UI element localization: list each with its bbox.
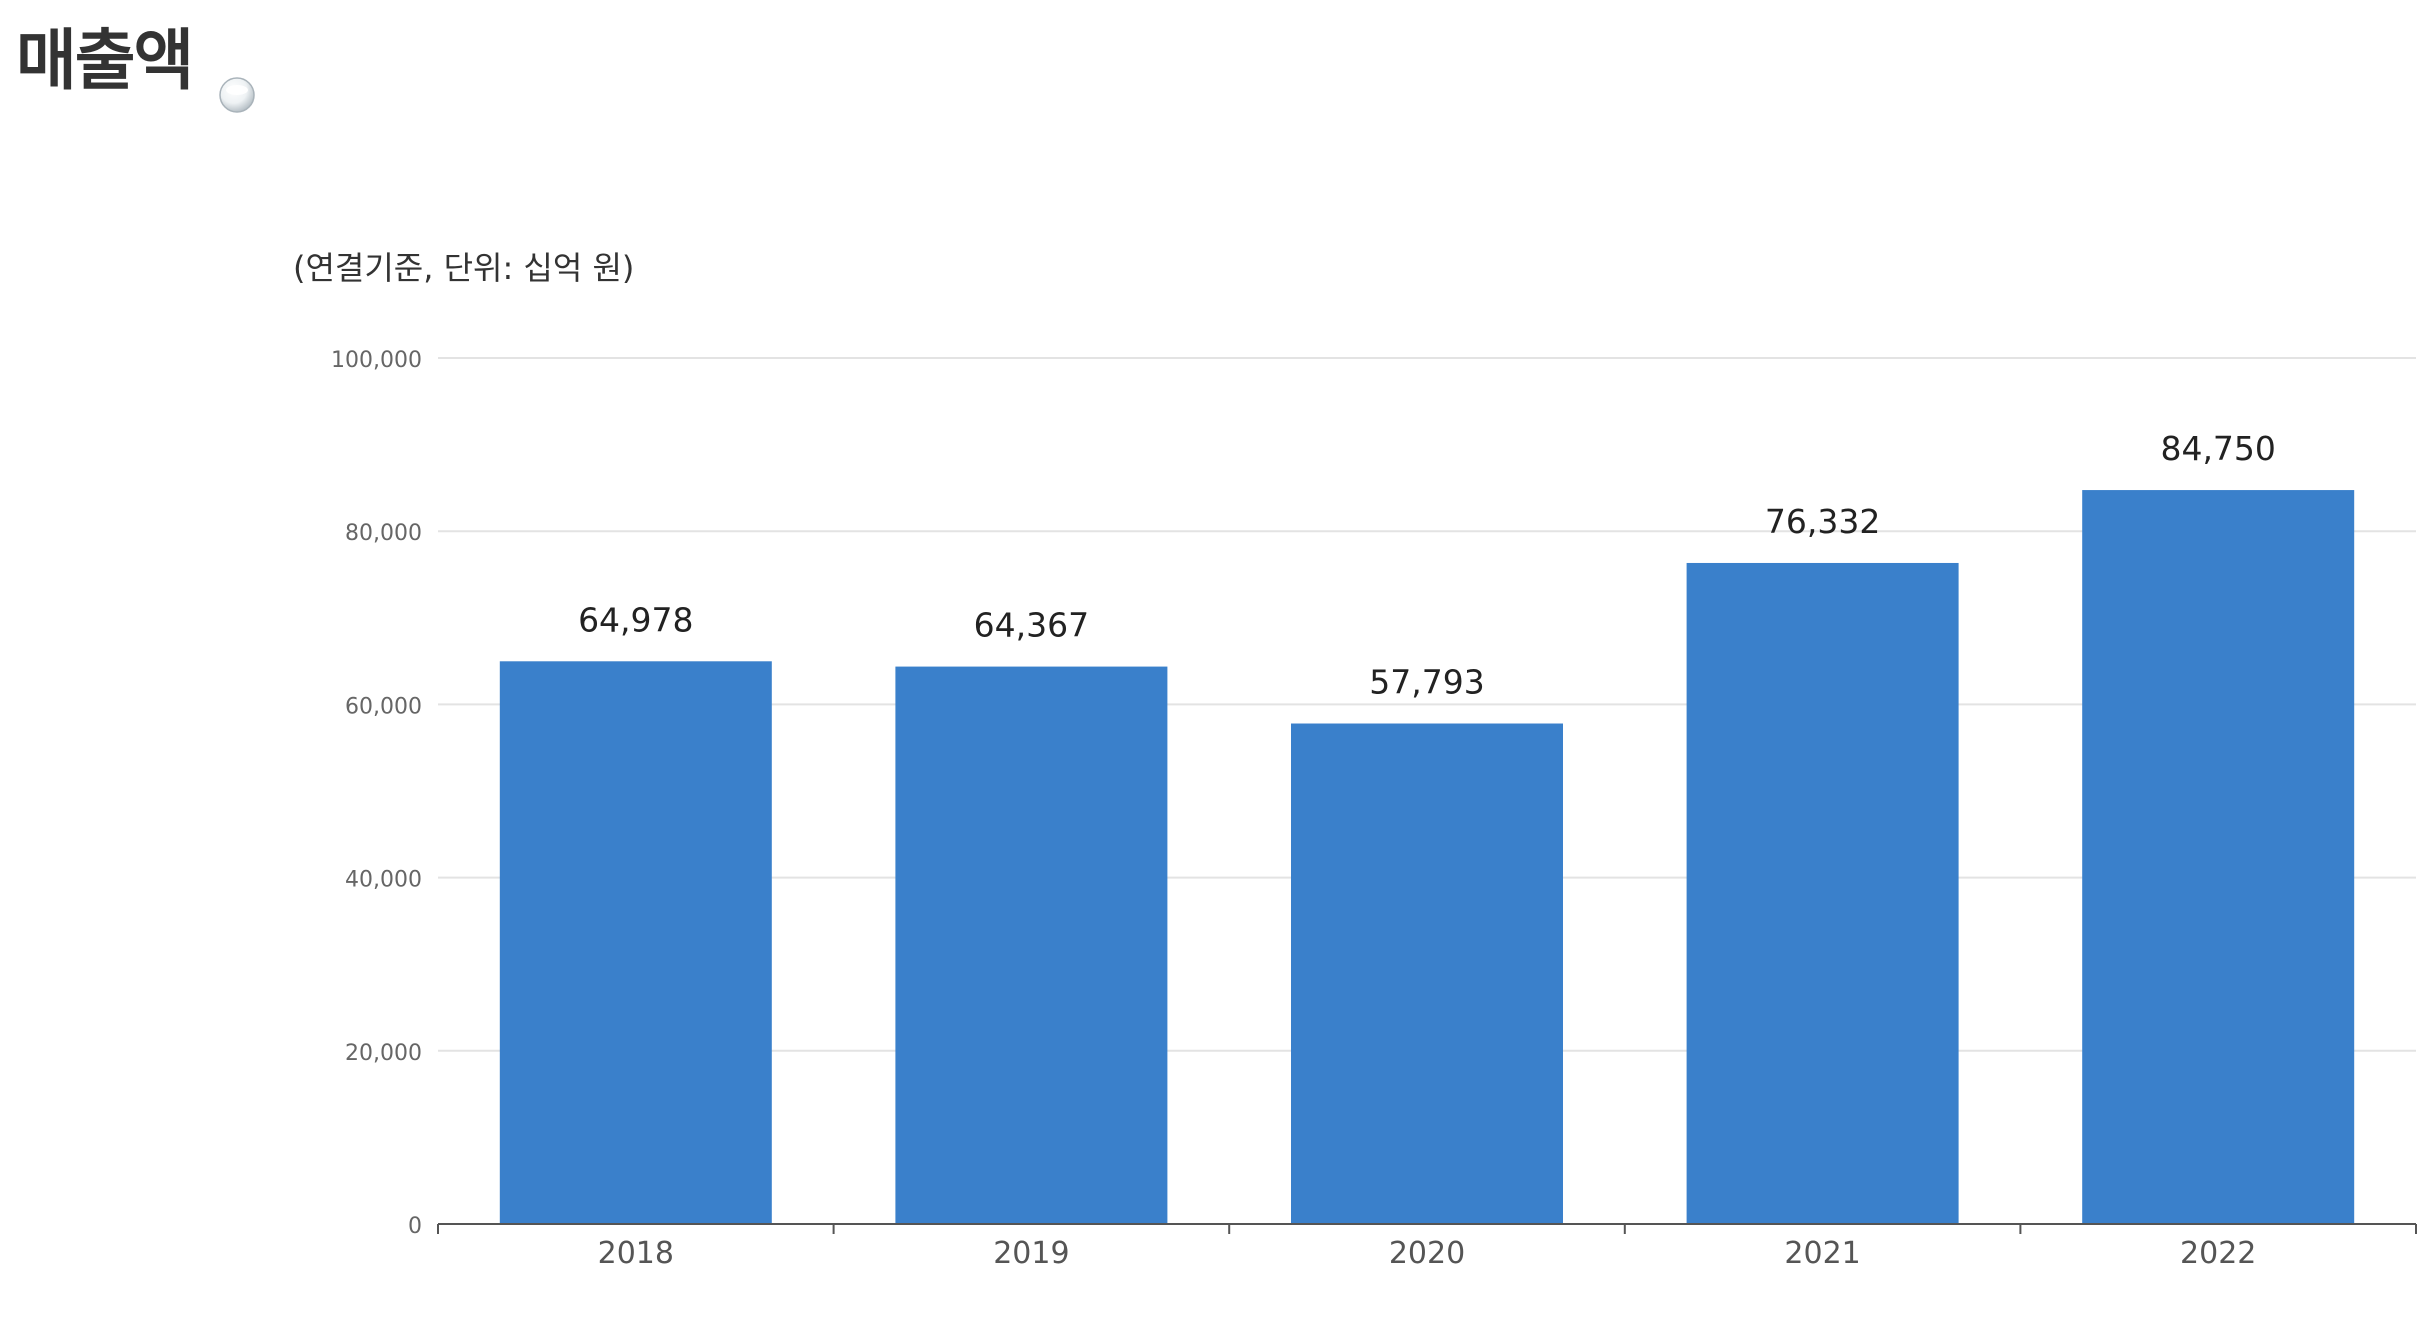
y-tick-label: 100,000	[331, 348, 422, 373]
bar-value-label: 76,332	[1765, 502, 1880, 541]
y-tick-label: 20,000	[345, 1041, 422, 1066]
y-tick-label: 40,000	[345, 868, 422, 893]
y-tick-label: 0	[408, 1214, 422, 1239]
bar-value-label: 64,978	[578, 600, 693, 639]
x-tick-label: 2021	[1784, 1236, 1860, 1271]
value-labels: 64,978 64,367 57,793 76,332 84,750	[578, 429, 2276, 701]
x-tick-label: 2022	[2180, 1236, 2256, 1271]
bar-2022[interactable]	[2082, 490, 2355, 1224]
page-title: 매출액	[16, 22, 194, 99]
bar-value-label: 64,367	[974, 606, 1089, 645]
x-axis: 2018 2019 2020 2021 2022	[437, 1223, 2417, 1271]
y-axis-ticks: 0 20,000 40,000 60,000 80,000 100,000	[331, 348, 422, 1239]
x-tick-label: 2019	[993, 1236, 1069, 1271]
bar-2018[interactable]	[499, 661, 772, 1224]
x-tick-label: 2020	[1389, 1236, 1465, 1271]
info-bubble-icon[interactable]	[218, 76, 256, 114]
y-tick-label: 60,000	[345, 694, 422, 719]
bar-value-label: 57,793	[1369, 663, 1484, 702]
chart-unit-label: (연결기준, 단위: 십억 원)	[293, 249, 635, 287]
bar-2020[interactable]	[1291, 723, 1563, 1224]
bars	[499, 490, 2355, 1224]
y-tick-label: 80,000	[345, 521, 422, 546]
bar-2021[interactable]	[1686, 562, 1959, 1224]
bar-2019[interactable]	[895, 666, 1168, 1224]
x-tick-label: 2018	[598, 1236, 674, 1271]
bar-value-label: 84,750	[2160, 429, 2275, 468]
